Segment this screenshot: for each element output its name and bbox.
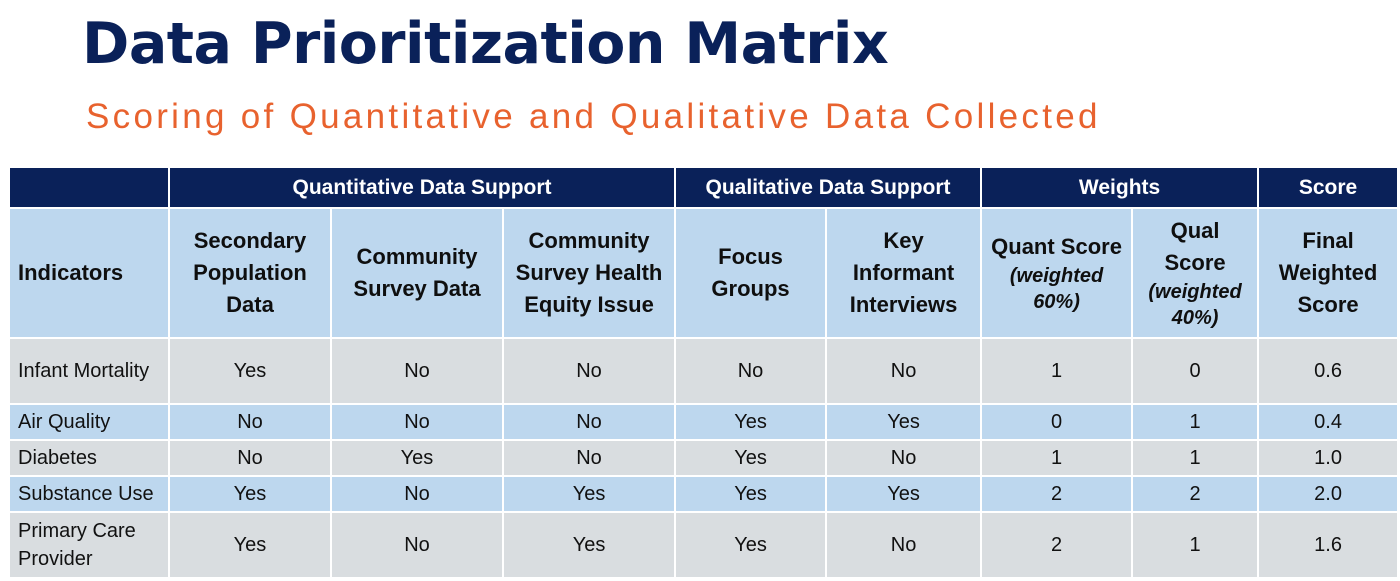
column-header-indicators: Indicators: [8, 207, 170, 339]
quant-weight-note: (weighted 60%): [1009, 265, 1104, 313]
focus-groups-cell: No: [674, 337, 828, 405]
key-informant-cell: No: [825, 337, 983, 405]
secondary-cell: Yes: [168, 511, 332, 579]
qual-score-cell: 2: [1131, 475, 1260, 513]
qual-score-cell: 1: [1131, 439, 1260, 477]
community-survey-cell: No: [330, 403, 504, 441]
final-score-cell: 1.6: [1257, 511, 1400, 579]
column-header-row: Indicators Secondary Population Data Com…: [8, 207, 1400, 339]
quant-score-cell: 1: [980, 439, 1134, 477]
health-equity-cell: No: [501, 439, 677, 477]
column-header-focus-groups: Focus Groups: [674, 207, 828, 339]
table-row: Substance Use Yes No Yes Yes Yes 2 2 2.0: [8, 475, 1400, 513]
page-title: Data Prioritization Matrix: [82, 11, 889, 77]
qual-score-cell: 1: [1131, 403, 1260, 441]
table-row: Infant Mortality Yes No No No No 1 0 0.6: [8, 337, 1400, 405]
page-subtitle: Scoring of Quantitative and Qualitative …: [86, 97, 1101, 136]
group-header-quantitative: Quantitative Data Support: [167, 166, 677, 209]
group-header-row: Quantitative Data Support Qualitative Da…: [8, 166, 1400, 209]
secondary-cell: No: [168, 439, 332, 477]
health-equity-cell: No: [501, 337, 677, 405]
key-informant-cell: No: [825, 511, 983, 579]
key-informant-cell: Yes: [825, 475, 983, 513]
column-header-qual-score: Qual Score (weighted 40%): [1131, 207, 1260, 339]
quant-score-label: Quant Score: [991, 234, 1122, 259]
health-equity-cell: No: [501, 403, 677, 441]
community-survey-cell: No: [330, 475, 504, 513]
final-score-cell: 1.0: [1257, 439, 1400, 477]
indicator-cell: Primary Care Provider: [8, 511, 170, 579]
quant-score-cell: 1: [980, 337, 1134, 405]
qual-score-cell: 0: [1131, 337, 1260, 405]
health-equity-cell: Yes: [501, 511, 677, 579]
final-score-cell: 0.4: [1257, 403, 1400, 441]
quant-score-cell: 0: [980, 403, 1134, 441]
indicator-cell: Substance Use: [8, 475, 170, 513]
secondary-cell: No: [168, 403, 332, 441]
key-informant-cell: Yes: [825, 403, 983, 441]
final-score-cell: 2.0: [1257, 475, 1400, 513]
qual-score-label: Qual Score: [1164, 218, 1226, 275]
indicator-cell: Air Quality: [8, 403, 170, 441]
column-header-health-equity: Community Survey Health Equity Issue: [501, 207, 677, 339]
final-score-cell: 0.6: [1257, 337, 1400, 405]
group-header-score: Score: [1257, 166, 1400, 209]
community-survey-cell: No: [330, 337, 504, 405]
community-survey-cell: Yes: [330, 439, 504, 477]
focus-groups-cell: Yes: [674, 403, 828, 441]
secondary-cell: Yes: [168, 337, 332, 405]
prioritization-matrix-table: Quantitative Data Support Qualitative Da…: [8, 166, 1400, 579]
column-header-secondary-population: Secondary Population Data: [168, 207, 332, 339]
group-header-weights: Weights: [980, 166, 1260, 209]
indicator-cell: Infant Mortality: [8, 337, 170, 405]
secondary-cell: Yes: [168, 475, 332, 513]
quant-score-cell: 2: [980, 511, 1134, 579]
table-row: Diabetes No Yes No Yes No 1 1 1.0: [8, 439, 1400, 477]
column-header-final-score: Final Weighted Score: [1257, 207, 1400, 339]
column-header-key-informant: Key Informant Interviews: [825, 207, 983, 339]
focus-groups-cell: Yes: [674, 439, 828, 477]
table-row: Air Quality No No No Yes Yes 0 1 0.4: [8, 403, 1400, 441]
column-header-community-survey: Community Survey Data: [330, 207, 504, 339]
group-header-blank: [8, 166, 170, 209]
quant-score-cell: 2: [980, 475, 1134, 513]
health-equity-cell: Yes: [501, 475, 677, 513]
table-row: Primary Care Provider Yes No Yes Yes No …: [8, 511, 1400, 579]
focus-groups-cell: Yes: [674, 475, 828, 513]
qual-weight-note: (weighted 40%): [1148, 281, 1242, 329]
indicator-cell: Diabetes: [8, 439, 170, 477]
key-informant-cell: No: [825, 439, 983, 477]
focus-groups-cell: Yes: [674, 511, 828, 579]
column-header-quant-score: Quant Score (weighted 60%): [980, 207, 1134, 339]
community-survey-cell: No: [330, 511, 504, 579]
qual-score-cell: 1: [1131, 511, 1260, 579]
group-header-qualitative: Qualitative Data Support: [674, 166, 983, 209]
